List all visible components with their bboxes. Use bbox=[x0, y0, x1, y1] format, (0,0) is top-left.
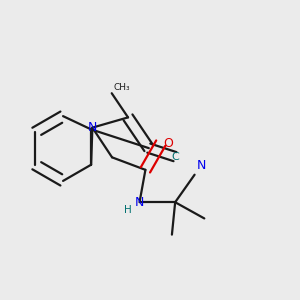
Text: O: O bbox=[164, 136, 174, 150]
Text: N: N bbox=[88, 121, 97, 134]
Text: CH₃: CH₃ bbox=[113, 83, 130, 92]
Text: H: H bbox=[124, 205, 132, 214]
Text: C: C bbox=[171, 152, 179, 162]
Text: N: N bbox=[135, 196, 144, 209]
Text: N: N bbox=[196, 159, 206, 172]
